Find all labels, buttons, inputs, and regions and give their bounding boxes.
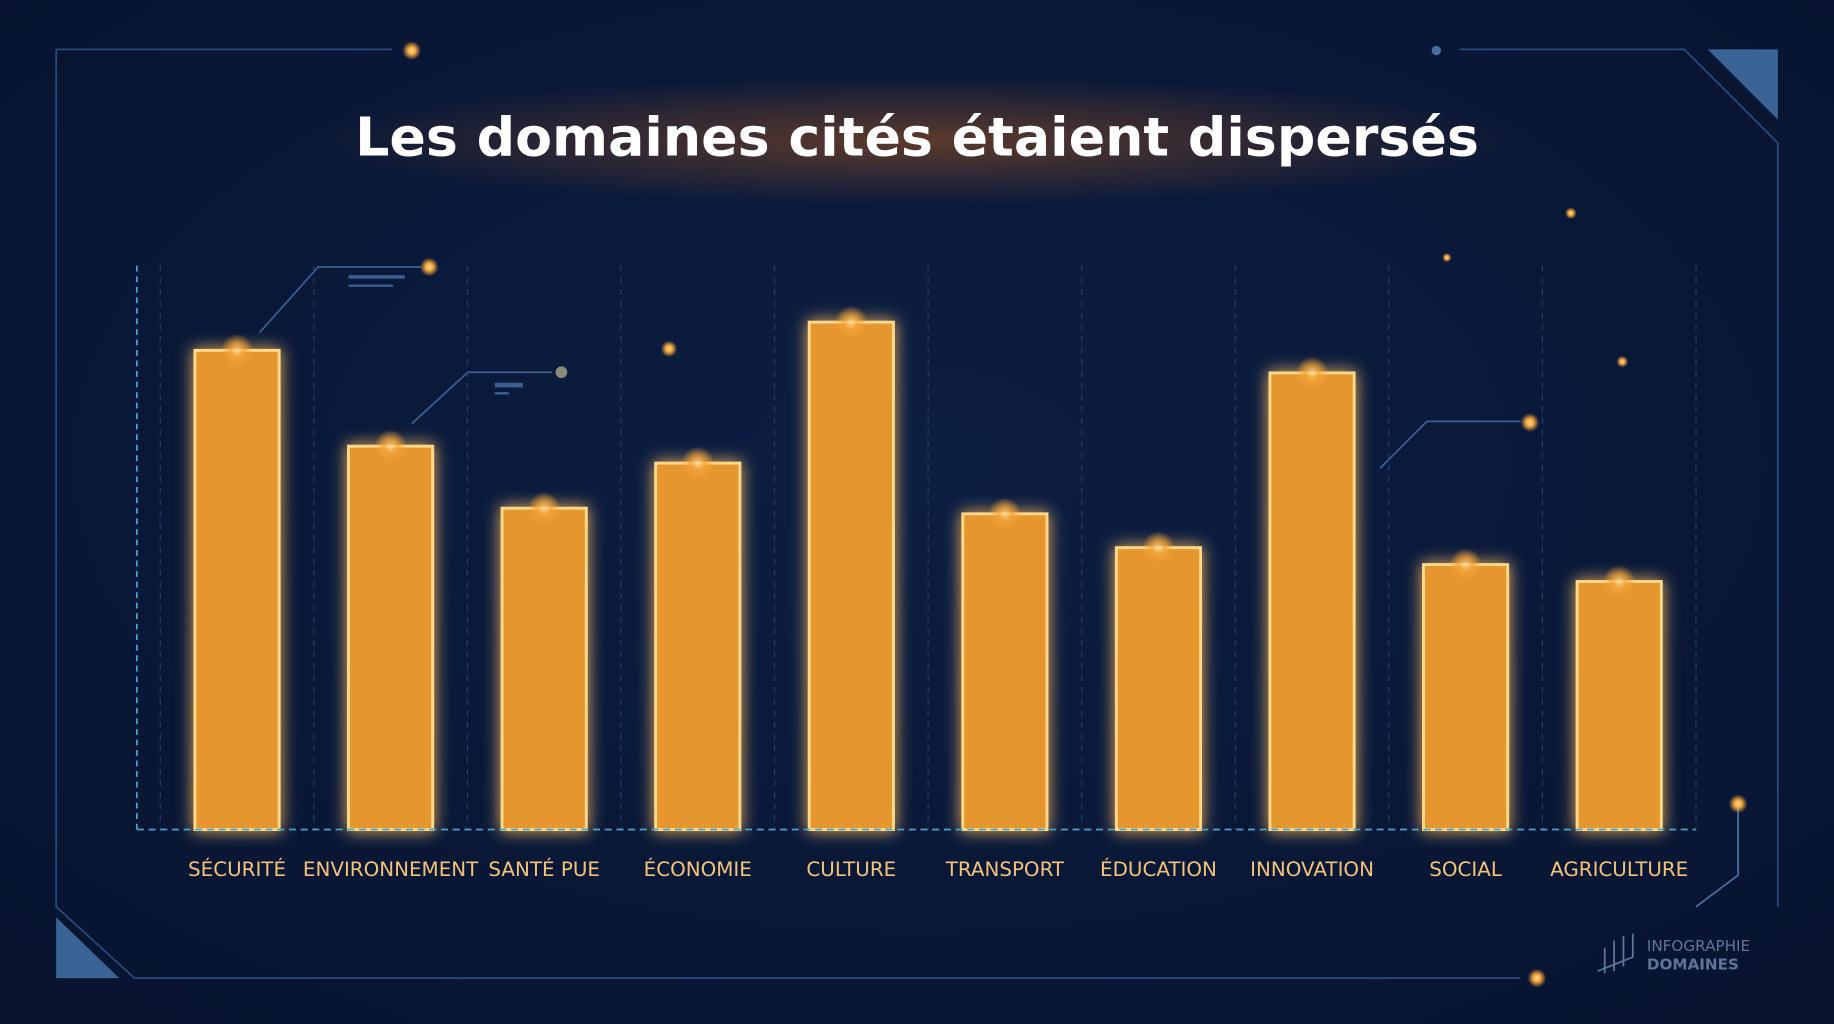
bar bbox=[654, 461, 742, 832]
bar-glow bbox=[374, 429, 407, 463]
bar bbox=[1575, 580, 1663, 832]
x-tick-label: SÉCURITÉ bbox=[188, 858, 286, 881]
bar bbox=[193, 348, 281, 832]
x-tick-label: ENVIRONNEMENT bbox=[303, 858, 479, 881]
x-tick-label: TRANSPORT bbox=[945, 858, 1065, 881]
bar bbox=[1422, 563, 1510, 832]
bar-glow bbox=[834, 305, 868, 339]
x-tick-label: ÉCONOMIE bbox=[644, 858, 752, 881]
bar bbox=[500, 506, 588, 832]
title-glow bbox=[308, 76, 1526, 205]
x-tick-label: ÉDUCATION bbox=[1100, 858, 1217, 881]
x-tick-label: AGRICULTURE bbox=[1550, 858, 1688, 881]
decor-dots bbox=[402, 41, 1748, 988]
bar bbox=[961, 512, 1049, 832]
bar bbox=[1114, 546, 1203, 832]
bar bbox=[807, 320, 895, 832]
bar-glow bbox=[1602, 565, 1636, 598]
x-tick-label: SANTÉ PUE bbox=[488, 858, 600, 881]
bar-glow bbox=[1295, 356, 1329, 390]
bar-glow bbox=[681, 446, 715, 480]
bar-glow bbox=[988, 497, 1022, 531]
brand-text: INFOGRAPHIE bbox=[1647, 937, 1750, 955]
x-tick-label: CULTURE bbox=[806, 858, 896, 881]
bar bbox=[347, 444, 435, 832]
bar-glow bbox=[1449, 548, 1482, 581]
plot-area: SÉCURITÉ ENVIRONNEMENT SANTÉ PUE ÉCONOMIE CU… bbox=[135, 265, 1697, 881]
corner bbox=[56, 917, 120, 979]
chart-title: Les domaines cités étaient dispersés bbox=[355, 105, 1479, 168]
bar-glow bbox=[1142, 531, 1175, 565]
decor-lines bbox=[348, 275, 523, 395]
bar-glow bbox=[220, 333, 254, 367]
bar-glow bbox=[527, 491, 561, 525]
brand-text: DOMAINES bbox=[1647, 956, 1739, 974]
x-tick-label: SOCIAL bbox=[1429, 858, 1502, 881]
brand-logo bbox=[1597, 933, 1634, 974]
x-tick-label: INNOVATION bbox=[1250, 858, 1374, 881]
bar bbox=[1268, 371, 1356, 832]
